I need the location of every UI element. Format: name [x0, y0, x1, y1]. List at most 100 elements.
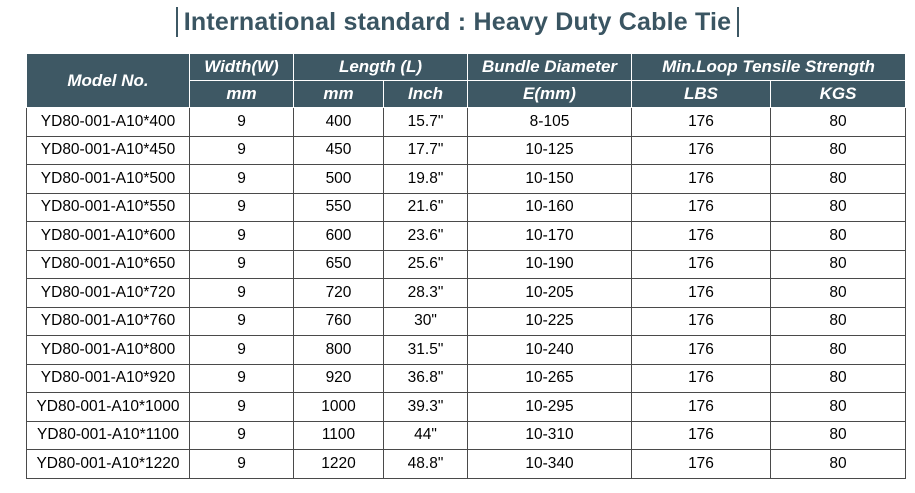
- cell-tensile-lbs: 176: [631, 164, 771, 194]
- cell-bundle-diameter: 10-225: [467, 306, 632, 336]
- cell-width: 9: [189, 306, 294, 336]
- cell-tensile-lbs: 176: [631, 449, 771, 479]
- cell-width: 9: [189, 164, 294, 194]
- header-row-main: Model No. Width(W) Length (L) Bundle Dia…: [26, 53, 906, 108]
- cell-tensile-lbs: 176: [631, 363, 771, 393]
- cell-length-mm: 1000: [293, 392, 384, 422]
- unit-header-bundle: E(mm): [467, 80, 632, 108]
- spec-table: Model No. Width(W) Length (L) Bundle Dia…: [26, 53, 906, 479]
- col-header-length: Length (L): [293, 53, 468, 81]
- cell-model: YD80-001-A10*1220: [26, 449, 190, 479]
- table-header: Model No. Width(W) Length (L) Bundle Dia…: [26, 53, 906, 108]
- cell-tensile-kgs: 80: [770, 306, 906, 336]
- cell-length-mm: 720: [293, 278, 384, 308]
- cell-tensile-kgs: 80: [770, 449, 906, 479]
- cell-tensile-lbs: 176: [631, 192, 771, 222]
- cell-model: YD80-001-A10*600: [26, 221, 190, 251]
- cell-tensile-kgs: 80: [770, 221, 906, 251]
- header-row-units: mm mm Inch E(mm) LBS KGS: [27, 80, 906, 108]
- unit-header-width: mm: [189, 80, 294, 108]
- table-row: YD80-001-A10*720 9 720 28.3" 10-205 176 80: [26, 278, 906, 308]
- unit-header-length-mm: mm: [293, 80, 384, 108]
- cell-tensile-lbs: 176: [631, 392, 771, 422]
- cell-width: 9: [189, 135, 294, 165]
- cell-model: YD80-001-A10*800: [26, 335, 190, 365]
- col-header-bundle: Bundle Diameter: [467, 53, 632, 81]
- cell-width: 9: [189, 107, 294, 137]
- table-row: YD80-001-A10*650 9 650 25.6" 10-190 176 80: [26, 249, 906, 279]
- col-header-model: Model No.: [26, 53, 190, 108]
- cell-width: 9: [189, 335, 294, 365]
- cell-length-mm: 800: [293, 335, 384, 365]
- cell-length-inch: 48.8": [383, 449, 468, 479]
- table-row: YD80-001-A10*500 9 500 19.8" 10-150 176 80: [26, 164, 906, 194]
- table-row: YD80-001-A10*600 9 600 23.6" 10-170 176 80: [26, 221, 906, 251]
- table-row: YD80-001-A10*550 9 550 21.6" 10-160 176 80: [26, 192, 906, 222]
- cell-tensile-lbs: 176: [631, 278, 771, 308]
- cell-width: 9: [189, 363, 294, 393]
- cell-model: YD80-001-A10*720: [26, 278, 190, 308]
- cell-tensile-kgs: 80: [770, 420, 906, 450]
- table-body: YD80-001-A10*400 9 400 15.7" 8-105 176 80 YD80-…: [26, 107, 906, 479]
- table-row: YD80-001-A10*450 9 450 17.7" 10-125 176 80: [26, 135, 906, 165]
- cell-model: YD80-001-A10*500: [26, 164, 190, 194]
- cell-length-inch: 44": [383, 420, 468, 450]
- cell-tensile-kgs: 80: [770, 363, 906, 393]
- cell-tensile-lbs: 176: [631, 335, 771, 365]
- table-row: YD80-001-A10*1000 9 1000 39.3" 10-295 176 80: [26, 392, 906, 422]
- title-left-divider: [175, 7, 178, 37]
- cell-length-inch: 31.5": [383, 335, 468, 365]
- table-row: YD80-001-A10*760 9 760 30" 10-225 176 80: [26, 306, 906, 336]
- cell-bundle-diameter: 10-150: [467, 164, 632, 194]
- cell-length-inch: 39.3": [383, 392, 468, 422]
- page-title: International standard : Heavy Duty Cabl…: [183, 7, 732, 36]
- table-row: YD80-001-A10*1220 9 1220 48.8" 10-340 176 80: [26, 449, 906, 479]
- cell-width: 9: [189, 192, 294, 222]
- cell-tensile-kgs: 80: [770, 107, 906, 137]
- cell-tensile-lbs: 176: [631, 420, 771, 450]
- cell-bundle-diameter: 10-310: [467, 420, 632, 450]
- cell-model: YD80-001-A10*400: [26, 107, 190, 137]
- cell-model: YD80-001-A10*1000: [26, 392, 190, 422]
- cell-length-mm: 1100: [293, 420, 384, 450]
- table-row: YD80-001-A10*800 9 800 31.5" 10-240 176 80: [26, 335, 906, 365]
- col-header-width: Width(W): [189, 53, 294, 81]
- cell-width: 9: [189, 278, 294, 308]
- cell-length-mm: 450: [293, 135, 384, 165]
- cell-bundle-diameter: 10-340: [467, 449, 632, 479]
- cell-length-inch: 30": [383, 306, 468, 336]
- page-title-bar: International standard : Heavy Duty Cabl…: [0, 0, 915, 44]
- cell-tensile-lbs: 176: [631, 306, 771, 336]
- cell-length-mm: 600: [293, 221, 384, 251]
- cell-model: YD80-001-A10*650: [26, 249, 190, 279]
- cell-length-inch: 36.8": [383, 363, 468, 393]
- cell-tensile-kgs: 80: [770, 192, 906, 222]
- cell-tensile-kgs: 80: [770, 335, 906, 365]
- cell-length-mm: 400: [293, 107, 384, 137]
- cell-tensile-kgs: 80: [770, 278, 906, 308]
- cell-width: 9: [189, 449, 294, 479]
- cell-tensile-kgs: 80: [770, 392, 906, 422]
- unit-header-lbs: LBS: [631, 80, 771, 108]
- cell-length-inch: 19.8": [383, 164, 468, 194]
- unit-header-kgs: KGS: [770, 80, 906, 108]
- cell-model: YD80-001-A10*1100: [26, 420, 190, 450]
- cell-bundle-diameter: 10-205: [467, 278, 632, 308]
- cell-model: YD80-001-A10*920: [26, 363, 190, 393]
- cell-bundle-diameter: 10-160: [467, 192, 632, 222]
- cell-bundle-diameter: 10-125: [467, 135, 632, 165]
- cell-tensile-kgs: 80: [770, 249, 906, 279]
- cell-model: YD80-001-A10*550: [26, 192, 190, 222]
- cell-length-mm: 550: [293, 192, 384, 222]
- cell-length-mm: 500: [293, 164, 384, 194]
- cell-model: YD80-001-A10*450: [26, 135, 190, 165]
- cell-bundle-diameter: 10-170: [467, 221, 632, 251]
- cell-bundle-diameter: 10-265: [467, 363, 632, 393]
- cell-bundle-diameter: 10-295: [467, 392, 632, 422]
- cell-length-inch: 25.6": [383, 249, 468, 279]
- cell-width: 9: [189, 249, 294, 279]
- cell-width: 9: [189, 221, 294, 251]
- cell-bundle-diameter: 10-240: [467, 335, 632, 365]
- cell-length-mm: 1220: [293, 449, 384, 479]
- cell-length-mm: 760: [293, 306, 384, 336]
